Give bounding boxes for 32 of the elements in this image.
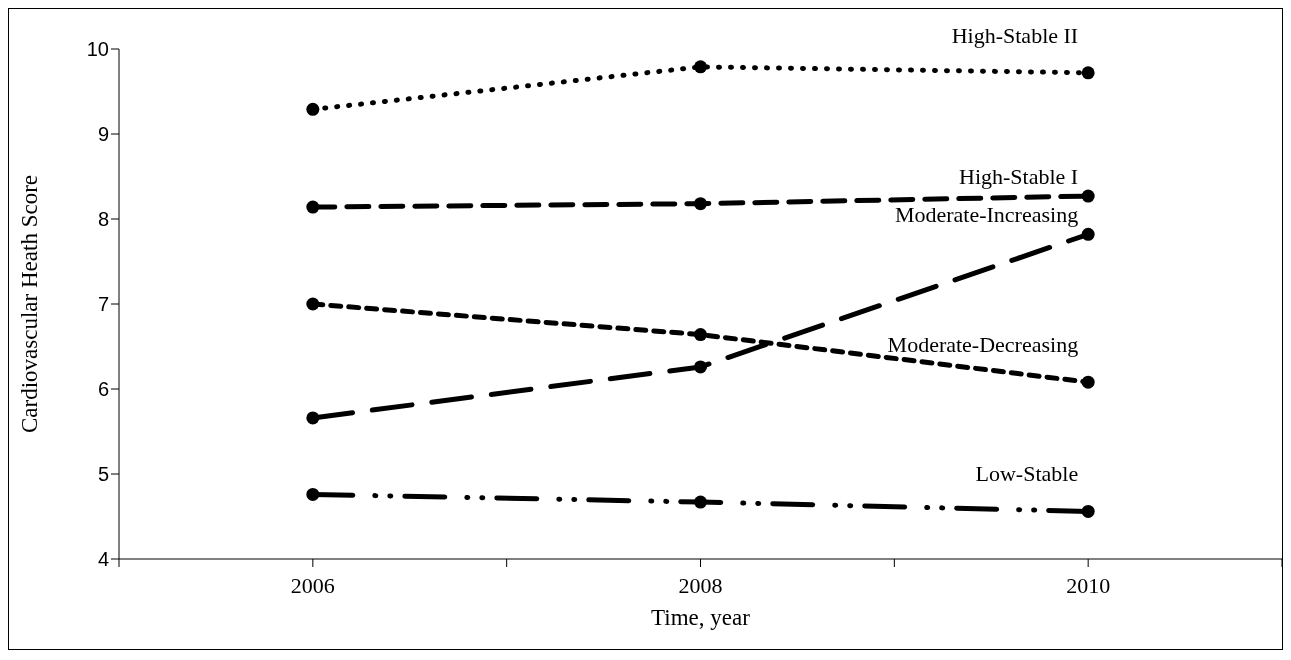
y-tick-label: 6 xyxy=(97,378,109,401)
series-label: Moderate-Increasing xyxy=(894,202,1079,228)
point xyxy=(694,328,707,342)
point xyxy=(694,197,707,211)
y-tick-label: 4 xyxy=(97,548,109,571)
y-tick-label: 9 xyxy=(97,123,109,146)
point xyxy=(306,200,320,214)
y-tick-label: 5 xyxy=(97,463,109,486)
series-label: High-Stable I xyxy=(959,164,1079,190)
point xyxy=(694,360,707,374)
point xyxy=(1081,66,1095,80)
x-tick-label: 2008 xyxy=(678,572,723,598)
point xyxy=(1081,504,1095,518)
point xyxy=(306,297,320,311)
y-tick-label: 7 xyxy=(97,293,109,316)
point xyxy=(306,411,320,425)
point xyxy=(694,495,707,509)
series-label: Low-Stable xyxy=(975,461,1079,487)
y-tick-label: 8 xyxy=(97,208,109,231)
y-axis-title: Cardiovascular Heath Score xyxy=(17,174,43,434)
point xyxy=(1081,375,1095,389)
y-tick-label: 10 xyxy=(86,38,109,61)
point xyxy=(306,102,320,116)
x-tick-label: 2006 xyxy=(290,572,335,598)
x-axis-title: Time, year xyxy=(651,605,751,630)
point xyxy=(306,487,320,501)
x-tick-label: 2010 xyxy=(1066,572,1111,598)
series-label: Moderate-Decreasing xyxy=(887,332,1079,358)
series-label: High-Stable II xyxy=(951,22,1079,48)
point xyxy=(1081,227,1095,241)
point xyxy=(694,60,707,74)
point xyxy=(1081,189,1095,203)
